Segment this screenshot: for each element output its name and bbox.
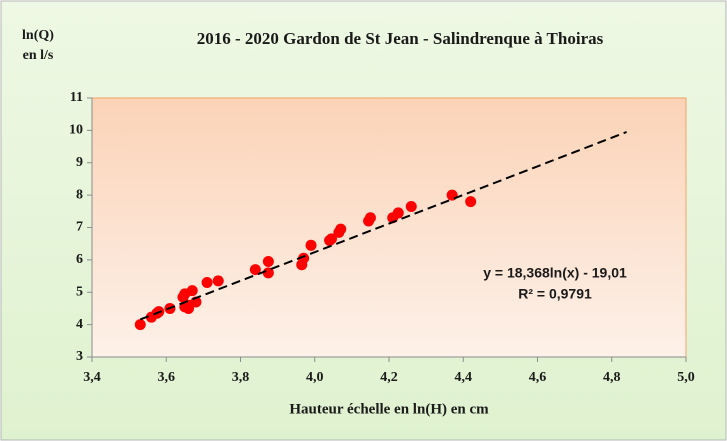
x-tick-label: 4,0 bbox=[306, 370, 324, 385]
data-point bbox=[363, 215, 375, 227]
data-point bbox=[201, 277, 213, 289]
trendline bbox=[139, 131, 627, 321]
data-point bbox=[298, 252, 310, 264]
y-tick-label: 9 bbox=[76, 155, 83, 170]
plot-area bbox=[91, 97, 687, 358]
data-point bbox=[405, 200, 417, 212]
data-point bbox=[249, 264, 261, 276]
data-point bbox=[183, 302, 195, 314]
x-tick-label: 4,8 bbox=[603, 370, 621, 385]
data-point bbox=[324, 234, 336, 246]
x-axis-label: Hauteur échelle en ln(H) en cm bbox=[289, 401, 489, 417]
x-tick-label: 5,0 bbox=[677, 370, 695, 385]
data-point bbox=[262, 255, 274, 267]
data-point bbox=[305, 239, 317, 251]
data-point bbox=[446, 189, 458, 201]
data-point bbox=[134, 319, 146, 331]
x-tick-label: 3,6 bbox=[158, 370, 176, 385]
y-axis-label: ln(Q) bbox=[22, 28, 54, 43]
x-tick-label: 4,2 bbox=[380, 370, 398, 385]
y-tick-label: 10 bbox=[69, 123, 83, 138]
x-tick-label: 3,4 bbox=[83, 370, 101, 385]
x-tick-label: 3,8 bbox=[232, 370, 250, 385]
y-tick-label: 7 bbox=[76, 220, 83, 235]
data-point bbox=[333, 226, 345, 238]
y-tick-label: 8 bbox=[76, 187, 83, 202]
data-point bbox=[392, 207, 404, 219]
y-tick-label: 4 bbox=[76, 317, 83, 332]
y-axis-label: en l/s bbox=[23, 48, 54, 63]
data-point bbox=[186, 285, 198, 297]
trendline-equation: y = 18,368ln(x) - 19,01 bbox=[483, 265, 627, 281]
y-tick-label: 6 bbox=[76, 252, 83, 267]
y-tick-label: 5 bbox=[76, 284, 83, 299]
y-tick-label: 11 bbox=[70, 90, 83, 105]
data-point bbox=[212, 275, 224, 287]
chart-title: 2016 - 2020 Gardon de St Jean - Salindre… bbox=[197, 29, 604, 48]
x-tick-label: 4,4 bbox=[455, 370, 473, 385]
y-tick-label: 3 bbox=[76, 349, 83, 364]
x-tick-label: 4,6 bbox=[529, 370, 547, 385]
data-point bbox=[465, 196, 477, 208]
r-squared: R² = 0,9791 bbox=[518, 286, 592, 302]
